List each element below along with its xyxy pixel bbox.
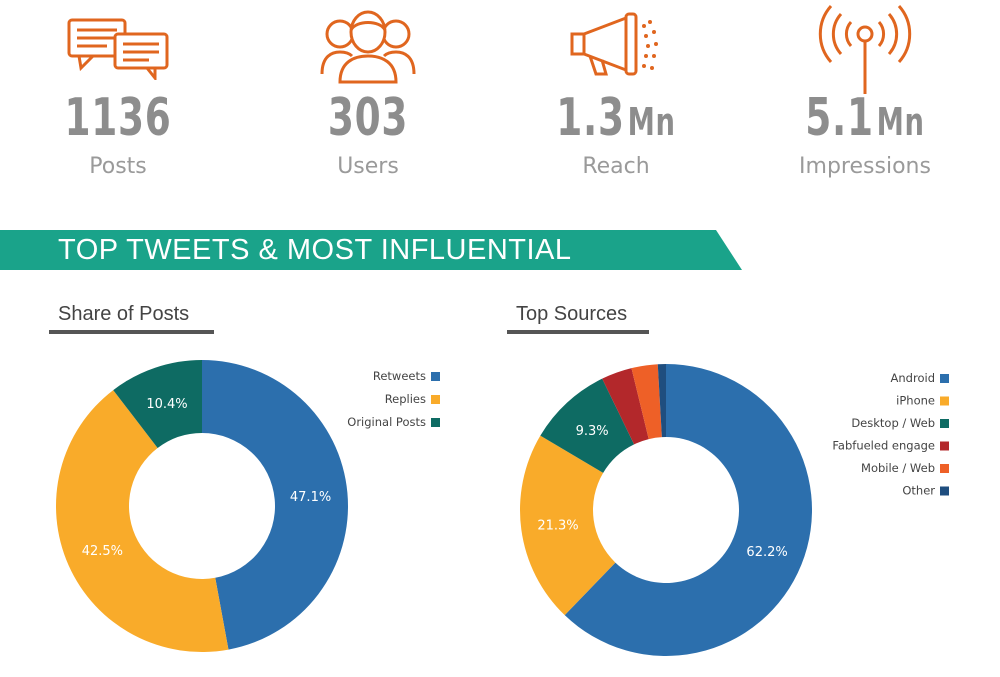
posts-value: 1136 [64, 88, 172, 148]
legend-label: Fabfueled engage [832, 439, 935, 453]
data-label: 21.3% [537, 519, 578, 534]
stat-reach: 1.3Mn Reach [516, 0, 716, 195]
posts-label: Posts [89, 154, 147, 179]
reach-value: 1.3Mn [556, 88, 676, 148]
broadcast-tower-icon [818, 5, 912, 94]
data-label: 42.5% [82, 544, 123, 559]
legend-label: Mobile / Web [861, 461, 935, 475]
legend-swatch [431, 395, 440, 404]
slice-fabfueled-engage [602, 368, 649, 445]
legend-label: iPhone [896, 394, 935, 408]
users-value: 303 [327, 88, 409, 148]
legend-swatch [940, 396, 949, 406]
banner-ribbon [0, 230, 742, 270]
top-sources-title: Top Sources [516, 303, 628, 325]
legend-label: Retweets [373, 369, 426, 383]
megaphone-icon [570, 12, 658, 76]
slice-replies [55, 390, 229, 652]
share-of-posts-underline [49, 330, 214, 334]
legend-swatch [940, 486, 949, 496]
legend-swatch [431, 418, 440, 427]
legend-label: Other [902, 484, 935, 498]
slice-mobile-web [631, 364, 662, 440]
legend-label: Replies [385, 392, 426, 406]
slice-other [657, 364, 666, 438]
slice-original-posts [113, 359, 202, 449]
legend-swatch [940, 419, 949, 428]
banner-title: TOP TWEETS & MOST INFLUENTIAL TWEETERS [58, 234, 571, 300]
impressions-value: 5.1Mn [805, 88, 925, 148]
data-label: 47.1% [290, 490, 331, 505]
legend-swatch [431, 372, 440, 381]
stat-users: 303 Users [268, 0, 468, 195]
legend-label: Original Posts [347, 415, 426, 429]
slice-android [564, 364, 812, 656]
share-of-posts-title: Share of Posts [58, 303, 190, 325]
top-sources-underline [507, 330, 649, 334]
data-label: 62.2% [746, 545, 787, 560]
users-group-icon [320, 10, 416, 84]
stat-posts: 1136 Posts [18, 0, 218, 195]
slice-iphone [520, 435, 616, 616]
chat-bubbles-icon [67, 18, 169, 80]
reach-label: Reach [582, 154, 650, 179]
section-banner: TOP TWEETS & MOST INFLUENTIAL TWEETERS [0, 230, 742, 300]
legend-label: Desktop / Web [851, 416, 935, 430]
legend-swatch [940, 374, 949, 383]
slice-retweets [202, 360, 349, 650]
legend-swatch [940, 441, 949, 451]
legend-label: Android [891, 371, 935, 385]
stat-impressions: 5.1Mn Impressions [765, 0, 965, 195]
slice-desktop-web [540, 378, 635, 473]
data-label: 9.3% [576, 424, 609, 439]
data-label: 10.4% [146, 397, 187, 412]
legend-swatch [940, 464, 949, 473]
users-label: Users [337, 154, 399, 179]
impressions-label: Impressions [799, 154, 931, 179]
